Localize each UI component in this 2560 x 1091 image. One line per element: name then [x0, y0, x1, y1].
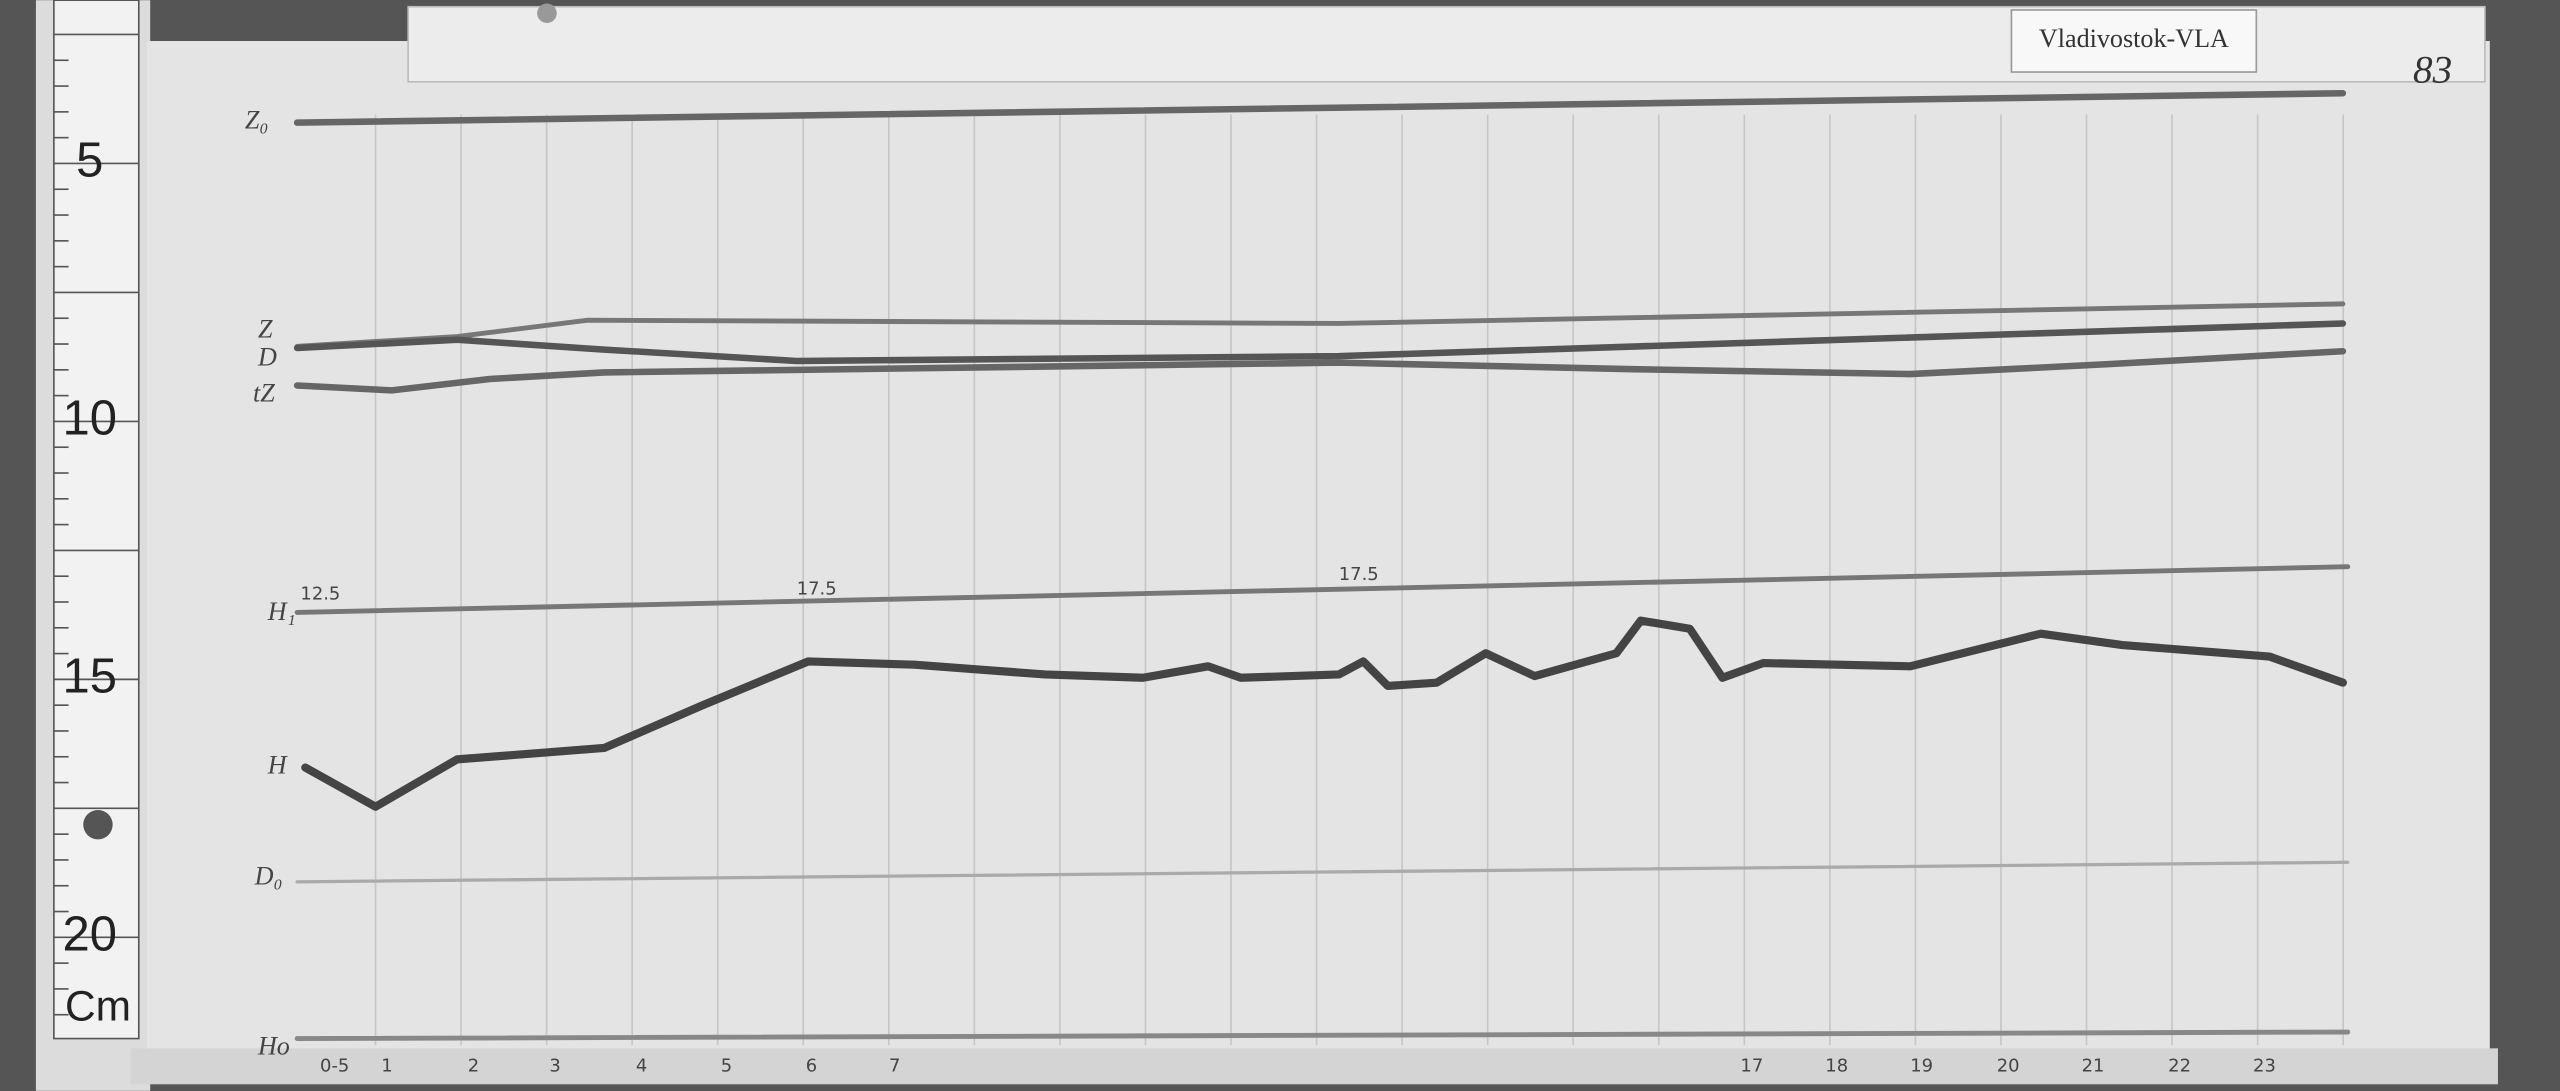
hour-label: 6: [806, 1055, 817, 1076]
hour-label: 5: [721, 1055, 732, 1076]
hour-label: 4: [636, 1055, 647, 1076]
ruler-number: 10: [63, 391, 117, 445]
label-box: [2010, 9, 2258, 73]
paper: [146, 41, 2490, 1054]
trace-label: H₁: [267, 597, 296, 626]
h0-trace: [294, 1029, 2351, 1042]
hour-label: 2: [468, 1055, 479, 1076]
ruler-labels: 5 10 15 20: [53, 33, 139, 1016]
hour-label: 17: [1740, 1055, 1763, 1076]
ruler: [53, 0, 140, 1040]
d-trace: [293, 320, 2347, 365]
trace-label: D₀: [254, 862, 283, 891]
ruler-number: 20: [63, 907, 117, 961]
trace-label: Ho: [257, 1031, 290, 1060]
ruler-unit: Cm: [65, 982, 131, 1029]
h1-trace: [294, 564, 2351, 615]
tz-trace: [293, 347, 2347, 394]
hour-label: 18: [1825, 1055, 1848, 1076]
trace-label: D: [257, 342, 277, 371]
trace-label: Z: [258, 315, 273, 344]
ruler-number: 5: [76, 133, 103, 187]
d0-trace: [295, 860, 2350, 884]
bottom-tape: [130, 1048, 2498, 1085]
trace-label: Z₀: [245, 106, 269, 135]
hour-label: 7: [889, 1055, 900, 1076]
trace-label: tZ: [253, 378, 275, 407]
baseline-value: 17.5: [797, 579, 837, 600]
hour-label: 1: [381, 1055, 392, 1076]
station-label: Vladivostok-VLA: [2039, 24, 2229, 53]
hour-label: 19: [1910, 1055, 1933, 1076]
pin: [537, 3, 557, 24]
traces: [293, 89, 2351, 1042]
hour-label: 3: [549, 1055, 560, 1076]
baseline-value: 12.5: [300, 583, 340, 604]
h-trace: [301, 616, 2347, 811]
hour-label: 21: [2082, 1055, 2105, 1076]
hour-label: 20: [1997, 1055, 2020, 1076]
baseline-value: 17.5: [1339, 564, 1379, 585]
z0-trace: [293, 89, 2347, 126]
hour-label: 22: [2168, 1055, 2191, 1076]
hour-label: 23: [2253, 1055, 2276, 1076]
ruler-marker: [83, 809, 113, 840]
ruler-number: 15: [63, 649, 117, 703]
hour-grid: [374, 114, 2344, 1046]
hour-label: 0-5: [320, 1055, 349, 1076]
trace-label: H: [267, 751, 289, 780]
sheet-number: 83: [2413, 49, 2452, 92]
hour-labels: 0-5 1 2 3 4 5 6 7 17 18 19 20 21 22 23: [320, 1055, 2276, 1076]
